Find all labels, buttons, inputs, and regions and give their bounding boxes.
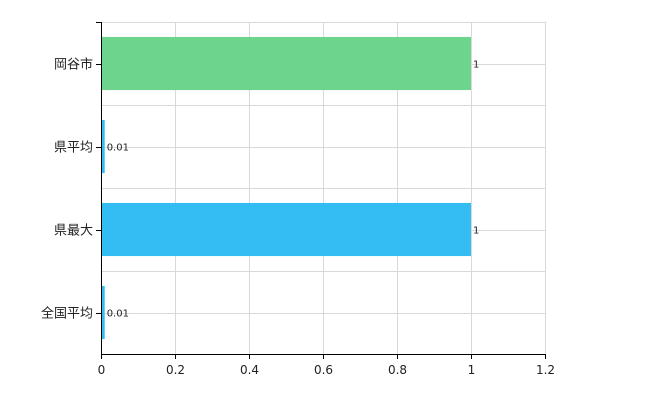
bar: [101, 119, 105, 174]
x-tick-label: 0: [98, 363, 106, 377]
category-label: 県最大: [54, 224, 93, 239]
x-tick-label: 0.4: [240, 363, 259, 377]
axes: [96, 22, 546, 359]
labels: 0 0.2 0.4 0.6 0.8 1 1.2 岡谷市 1 県平均 0.01 県最大 1 全国平均 0.01: [41, 57, 555, 378]
category-label: 全国平均: [41, 306, 93, 322]
bar: [101, 285, 105, 340]
x-tick-label: 1.2: [536, 363, 555, 377]
x-tick-label: 0.6: [314, 363, 333, 377]
bar: [101, 36, 471, 91]
category-label: 岡谷市: [54, 57, 93, 73]
data-label: 1: [473, 226, 479, 237]
x-tick-label: 0.8: [388, 363, 407, 377]
x-tick-label: 1: [468, 363, 476, 377]
x-tick-label: 0.2: [166, 363, 185, 377]
data-label: 0.01: [107, 143, 129, 154]
category-label: 県平均: [54, 141, 93, 156]
bars: [101, 36, 471, 340]
bar: [101, 202, 471, 257]
data-label: 0.01: [107, 309, 129, 320]
data-label: 1: [473, 60, 479, 71]
